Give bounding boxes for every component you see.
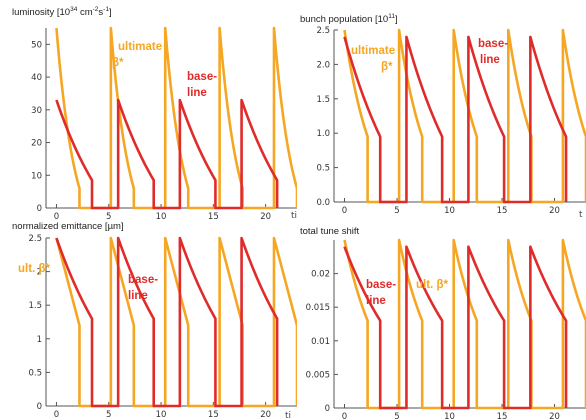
lumi-annotation-ultimate: ultimate: [118, 41, 162, 53]
bunch-population-plot: 0.0 0.5 1.0 1.5 2.0 2.5 0 5 10 15 20: [316, 26, 586, 216]
emittance-plot: 0 0.5 1 1.5 2 2.5 0 5 10 15 20: [28, 234, 297, 420]
lumi-series-baseline: [55, 98, 279, 210]
emit-annotation-ultimate: ult. β*: [18, 263, 50, 275]
tune-annotation-ultimate: ult. β*: [416, 279, 448, 291]
lumi-y-tick-label-4: 40: [31, 73, 42, 83]
emit-y-tick-label-0: 0: [37, 402, 42, 412]
lumi-y-tick-label-3: 30: [31, 106, 42, 116]
bunch-x-tick-label-3: 15: [497, 206, 508, 216]
tune-x-tick-label-4: 20: [549, 412, 560, 420]
bunch-x-axis-label: t: [579, 210, 583, 220]
emit-x-tick-label-2: 10: [156, 410, 167, 420]
tune-series-baseline: [343, 245, 568, 410]
bunch-y-tick-label-1: 0.5: [316, 164, 330, 174]
tune-shift-plot: 0 0.005 0.01 0.015 0.02 0 5 10 15 20: [306, 238, 586, 420]
lumi-x-tick-label-1: 5: [106, 212, 111, 222]
lumi-x-tick-label-3: 15: [208, 212, 219, 222]
emit-x-axis-label: ti: [285, 411, 291, 420]
emit-y-tick-label-2: 1: [37, 335, 42, 345]
tune-y-tick-label-3: 0.015: [306, 303, 330, 313]
tune-y-tick-label-1: 0.005: [306, 370, 330, 380]
bunch-annotation-beta: β*: [381, 61, 393, 73]
tune-x-tick-label-1: 5: [394, 412, 399, 420]
tune-x-tick-label-3: 15: [497, 412, 508, 420]
tune-annotation-line: line: [366, 295, 386, 307]
lumi-y-tick-label-2: 20: [31, 139, 42, 149]
emit-y-tick-label-5: 2.5: [28, 234, 42, 244]
bunch-annotation-base: base-: [478, 38, 508, 50]
tune-x-tick-label-0: 0: [342, 412, 347, 420]
lumi-series-ultimate: [55, 26, 297, 210]
bunch-y-tick-label-3: 1.5: [316, 95, 330, 105]
emit-title: normalized emittance [µm]: [12, 221, 124, 232]
lumi-y-tick-label-0: 0: [37, 204, 42, 214]
lumi-title: luminosity [1034 cm-2s-1]: [12, 6, 112, 18]
tune-title: total tune shift: [300, 226, 360, 237]
luminosity-plot: 0 10 20 30 40 50 0 5 10 15 20: [31, 26, 297, 222]
lumi-y-tick-label-5: 50: [31, 40, 42, 50]
tune-x-tick-label-2: 10: [444, 412, 455, 420]
bunch-x-tick-label-1: 5: [394, 206, 399, 216]
emit-annotation-base: base-: [128, 274, 158, 286]
bunch-x-tick-label-0: 0: [342, 206, 347, 216]
emit-y-tick-label-1: 0.5: [28, 368, 42, 378]
lumi-x-tick-label-4: 20: [260, 212, 271, 222]
lumi-x-tick-label-0: 0: [54, 212, 59, 222]
lumi-x-axis-label: ti: [291, 211, 297, 221]
bunch-annotation-line: line: [480, 54, 500, 66]
emit-series-ultimate: [55, 236, 297, 408]
emit-x-tick-label-3: 15: [208, 410, 219, 420]
bunch-y-tick-label-0: 0.0: [316, 198, 330, 208]
lumi-x-tick-label-2: 10: [156, 212, 167, 222]
emit-x-tick-label-1: 5: [106, 410, 111, 420]
lumi-annotation-beta: β*: [112, 57, 124, 69]
bunch-series-ultimate: [343, 28, 586, 204]
bunch-series-baseline: [343, 35, 568, 204]
bunch-y-tick-label-5: 2.5: [316, 26, 330, 36]
bunch-annotation-ultimate: ultimate: [351, 45, 395, 57]
emit-y-tick-label-4: 2: [37, 268, 42, 278]
lumi-annotation-line: line: [187, 87, 207, 99]
tune-y-tick-label-2: 0.01: [311, 337, 330, 347]
bunch-title: bunch population [1011]: [300, 13, 398, 25]
tune-series-ultimate: [343, 238, 586, 410]
emit-annotation-line: line: [128, 290, 148, 302]
tune-y-tick-label-4: 0.02: [311, 270, 330, 280]
tune-y-tick-label-0: 0: [325, 404, 330, 414]
emit-x-tick-label-0: 0: [54, 410, 59, 420]
bunch-y-tick-label-4: 2.0: [316, 60, 330, 70]
lumi-y-tick-label-1: 10: [31, 171, 42, 181]
emit-series-baseline: [55, 236, 279, 408]
bunch-x-tick-label-4: 20: [549, 206, 560, 216]
emit-y-tick-label-3: 1.5: [28, 301, 42, 311]
emit-x-tick-label-4: 20: [260, 410, 271, 420]
tune-annotation-base: base-: [366, 279, 396, 291]
bunch-y-tick-label-2: 1.0: [316, 129, 330, 139]
lumi-annotation-base: base-: [187, 71, 217, 83]
bunch-x-tick-label-2: 10: [444, 206, 455, 216]
